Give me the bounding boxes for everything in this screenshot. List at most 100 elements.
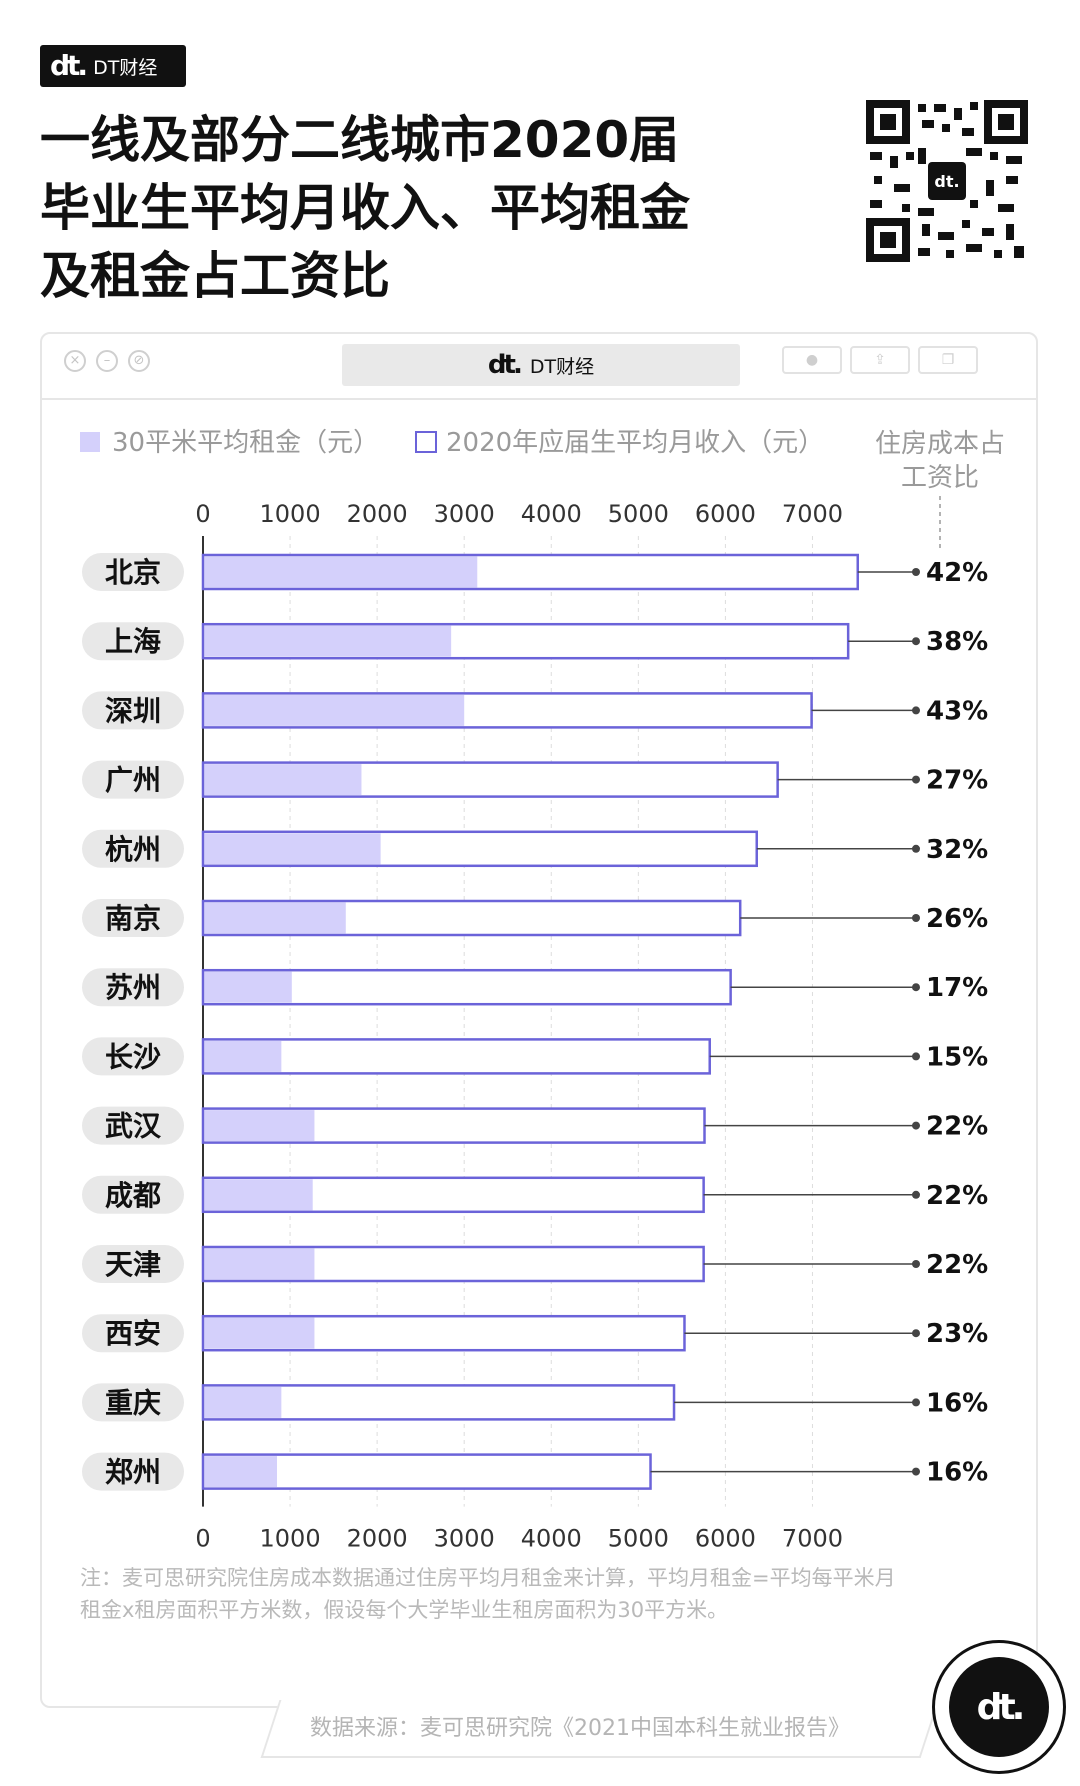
city-label-pill — [82, 1037, 184, 1076]
circle-logo-mark: dt. — [949, 1657, 1049, 1757]
rent-bar — [204, 1456, 278, 1488]
city-label-pill — [82, 1245, 184, 1283]
ratio-label: 22% — [926, 1250, 988, 1280]
city-label: 西安 — [105, 1317, 161, 1350]
city-label-pill — [82, 1383, 184, 1422]
bar-row: 西安 23% — [82, 1314, 988, 1353]
city-label: 成都 — [105, 1179, 161, 1212]
ratio-dot — [912, 1121, 920, 1130]
x-tick-label-top: 4000 — [521, 500, 582, 528]
x-tick-label-top: 2000 — [347, 500, 408, 528]
ratio-label: 22% — [926, 1112, 988, 1142]
x-tick-label-bottom: 1000 — [260, 1525, 321, 1553]
ratio-label: 38% — [926, 627, 988, 657]
bar-row: 南京 26% — [82, 899, 988, 937]
ratio-dot — [912, 1052, 920, 1061]
city-label: 重庆 — [105, 1386, 161, 1419]
city-label: 天津 — [105, 1248, 161, 1281]
city-label-pill — [82, 691, 184, 730]
city-label: 北京 — [105, 556, 161, 589]
window-bar: × – ⊘ dt. DT财经 ● ⇪ ❐ — [42, 334, 1036, 400]
rent-bar — [204, 1040, 282, 1072]
x-axis-bottom: 0 1000 2000 3000 4000 5000 6000 7000 — [195, 1525, 843, 1553]
ratio-label: 43% — [926, 696, 988, 726]
ratio-dot — [912, 1398, 920, 1407]
rent-bar — [204, 1179, 313, 1211]
ratio-dot — [912, 844, 920, 853]
city-label-pill — [82, 899, 184, 937]
share-icon: ⇪ — [850, 346, 910, 374]
ratio-label: 16% — [926, 1388, 988, 1418]
city-label-pill — [82, 829, 184, 868]
legend: 30平米平均租金（元） 2020年应届生平均月收入（元） 住房成本占 工资比 — [80, 428, 1005, 548]
city-label: 苏州 — [105, 971, 161, 1004]
window-title: dt. DT财经 — [342, 344, 740, 386]
x-tick-label-bottom: 7000 — [782, 1525, 843, 1553]
chart-title: 一线及部分二线城市2020届 毕业生平均月收入、平均租金 及租金占工资比 — [40, 106, 760, 310]
legend-ratio-line-2: 工资比 — [901, 463, 979, 493]
city-label-pill — [82, 760, 184, 799]
ratio-dot — [912, 1329, 920, 1338]
footnote: 注：麦可思研究院住房成本数据通过住房平均月租金来计算，平均月租金=平均每平米月租… — [80, 1566, 896, 1622]
x-tick-label-bottom: 4000 — [521, 1525, 582, 1553]
svg-text:dt.: dt. — [934, 172, 959, 191]
bar-row: 成都 22% — [82, 1175, 988, 1214]
rent-bar — [204, 1110, 315, 1142]
ratio-dot — [912, 914, 920, 922]
city-label: 南京 — [105, 902, 161, 935]
x-tick-label-top: 1000 — [260, 500, 321, 528]
rent-bar — [204, 625, 452, 657]
data-source: 数据来源：麦可思研究院《2021中国本科生就业报告》 — [310, 1716, 850, 1741]
ratio-label: 16% — [926, 1458, 988, 1488]
bar-row: 广州 27% — [82, 760, 988, 799]
city-label-pill — [82, 968, 184, 1007]
rent-bar — [204, 971, 292, 1003]
ratio-label: 15% — [926, 1042, 988, 1072]
legend-rent-label: 30平米平均租金（元） — [112, 428, 379, 458]
title-line-2: 毕业生平均月收入、平均租金 — [40, 179, 690, 237]
city-label-pill — [82, 622, 184, 661]
ratio-label: 42% — [926, 558, 988, 588]
x-tick-label-top: 5000 — [608, 500, 669, 528]
record-icon: ● — [782, 346, 842, 374]
ratio-dot — [912, 775, 920, 784]
income-bar — [201, 1038, 711, 1075]
ratio-dot — [912, 568, 920, 576]
legend-ratio-line-1: 住房成本占 — [875, 429, 1005, 459]
city-label-pill — [82, 1452, 184, 1491]
rent-bar — [204, 1248, 315, 1280]
bar-row: 杭州 32% — [82, 829, 988, 868]
ratio-dot — [912, 637, 920, 646]
bar-rows: 北京 42% 上海 38% 深圳 43% 广州 27% 杭州 32% 南京 26% 苏州 17% 长沙 15%… — [82, 553, 988, 1491]
brand-name: DT财经 — [93, 56, 158, 79]
city-label: 深圳 — [105, 694, 161, 727]
ratio-label: 32% — [926, 835, 988, 865]
rent-bar — [204, 556, 478, 588]
legend-rent-swatch — [80, 432, 100, 452]
title-line-3: 及租金占工资比 — [40, 247, 390, 305]
city-label-pill — [82, 1314, 184, 1353]
ratio-label: 17% — [926, 973, 988, 1003]
x-tick-label-bottom: 6000 — [695, 1525, 756, 1553]
brand-badge: dt. DT财经 — [40, 45, 186, 87]
ratio-dot — [912, 983, 920, 992]
city-label: 广州 — [105, 764, 161, 797]
minimize-icon: – — [96, 350, 118, 372]
legend-income-swatch — [415, 431, 437, 453]
bar-row: 郑州 16% — [82, 1452, 988, 1491]
x-tick-label-bottom: 3000 — [434, 1525, 495, 1553]
income-bar — [201, 1453, 652, 1490]
block-icon: ⊘ — [128, 350, 150, 372]
close-icon: × — [64, 350, 86, 372]
x-tick-label-top: 3000 — [434, 500, 495, 528]
rent-bar — [204, 902, 346, 934]
qr-code-icon: dt. — [866, 100, 1028, 262]
x-tick-label-bottom: 2000 — [347, 1525, 408, 1553]
ratio-label: 27% — [926, 766, 988, 796]
city-label-pill — [82, 553, 184, 591]
x-tick-label-top: 7000 — [782, 500, 843, 528]
title-line-1: 一线及部分二线城市2020届 — [40, 111, 680, 169]
ratio-label: 26% — [926, 904, 988, 934]
rent-bar — [204, 694, 465, 726]
